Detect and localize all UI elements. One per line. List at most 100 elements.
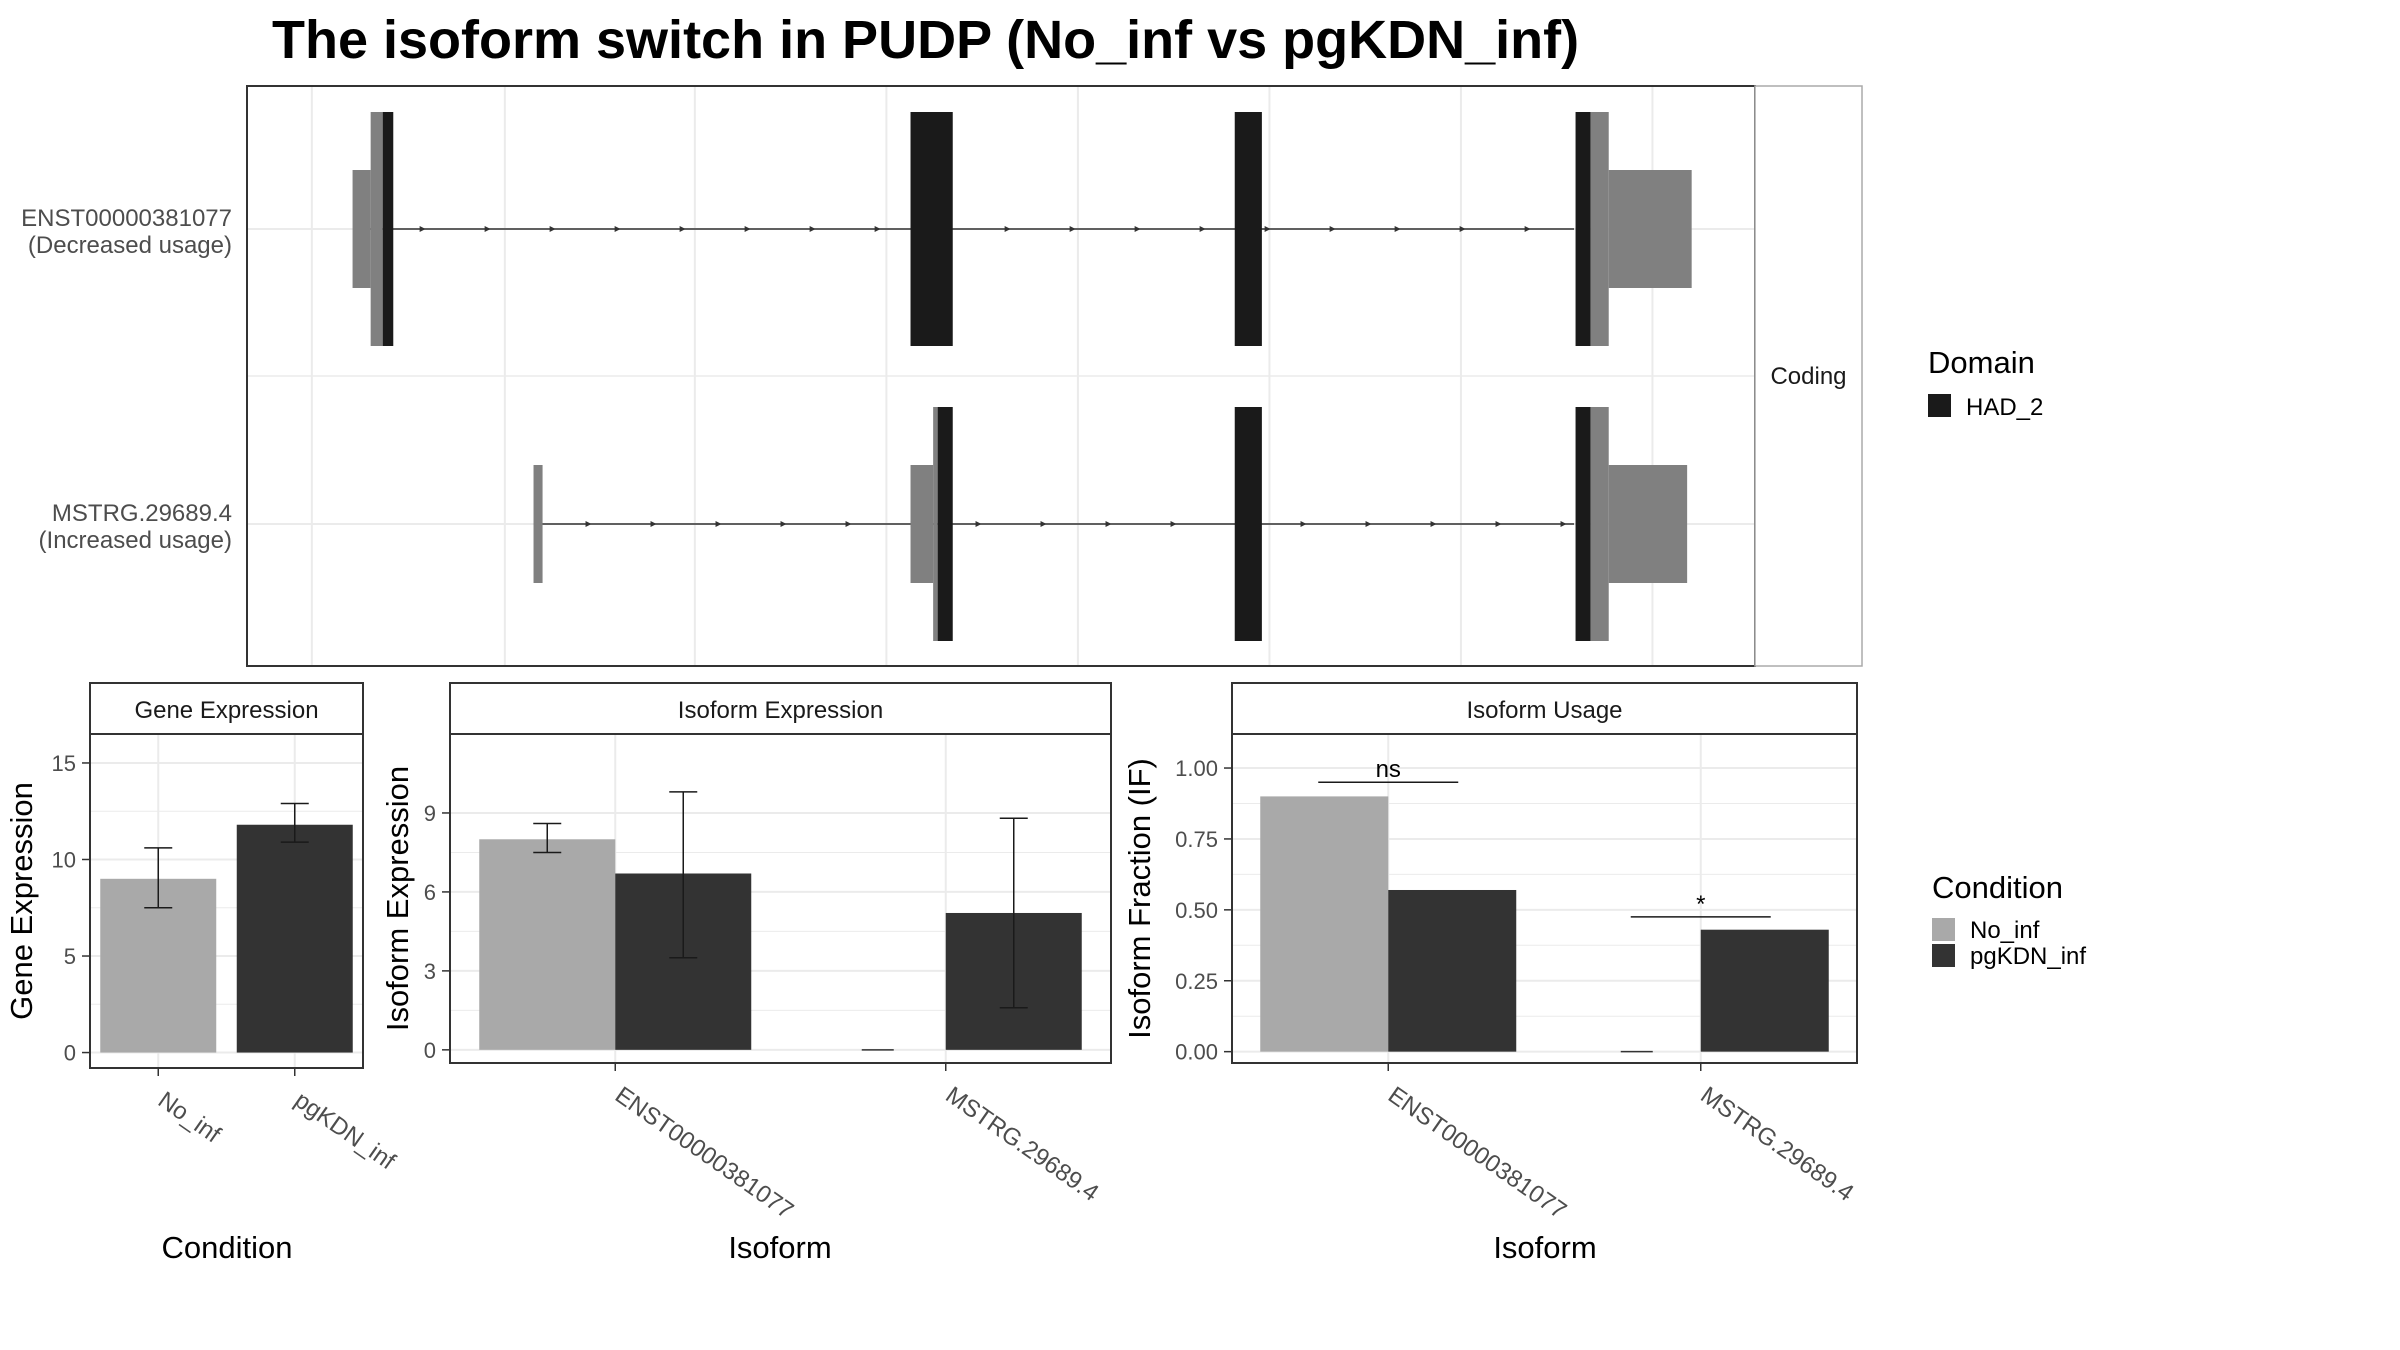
intron-arrow-icon <box>1004 226 1011 232</box>
intron-arrow-icon <box>1560 521 1567 527</box>
intron-arrow-icon <box>1524 226 1531 232</box>
bar <box>236 824 353 1053</box>
condition-legend-title: Condition <box>1932 870 2063 905</box>
exon-block <box>1590 112 1609 346</box>
intron-arrow-icon <box>744 226 751 232</box>
intron-arrow-icon <box>585 521 592 527</box>
exon-block <box>352 170 371 288</box>
intron-arrow-icon <box>1040 521 1047 527</box>
transcript-label: MSTRG.29689.4 <box>52 500 232 527</box>
significance-annotation: * <box>1630 891 1771 918</box>
intron-arrow-icon <box>549 226 556 232</box>
facet-strip-label: Coding <box>1770 363 1846 390</box>
figure-title: The isoform switch in PUDP (No_inf vs pg… <box>272 10 1579 70</box>
transcript-sublabel: (Increased usage) <box>39 527 232 554</box>
exon-block <box>1590 407 1609 641</box>
error-bar <box>533 822 562 854</box>
facet-strip <box>1754 85 1863 667</box>
x-tick-label: pgKDN_inf <box>290 1087 401 1176</box>
significance-annotation: ns <box>1318 756 1459 783</box>
transcript-row <box>352 112 1692 346</box>
intron-arrow-icon <box>1495 521 1502 527</box>
bar <box>1700 929 1829 1052</box>
intron-arrow-icon <box>1199 226 1206 232</box>
facet-strip <box>89 682 364 735</box>
exon-block <box>933 407 938 641</box>
isoform-expression-panel: Isoform Expression 0 3 6 9 ENST00000381077 MST… <box>380 682 1112 1265</box>
error-bar <box>999 817 1028 1009</box>
y-tick-label: 3 <box>424 959 436 984</box>
y-tick-label: 0.75 <box>1175 827 1218 852</box>
isoform-usage-panel: ns * Isoform Usage 0.00 0.25 0.50 0.75 1.00 ENST… <box>1122 682 1859 1265</box>
y-tick-label: 1.00 <box>1175 756 1218 781</box>
significance-label: * <box>1696 891 1705 918</box>
intron-arrow-icon <box>484 226 491 232</box>
exon-block <box>1608 465 1688 583</box>
bar <box>479 839 616 1050</box>
x-tick-label: No_inf <box>153 1087 226 1149</box>
exon-block <box>1575 112 1591 346</box>
transcript-label: ENST00000381077 <box>21 205 232 232</box>
facet-strip-label: Isoform Expression <box>678 697 883 724</box>
y-tick-label: 15 <box>52 751 76 776</box>
error-bar <box>144 847 173 909</box>
y-tick-label: 6 <box>424 880 436 905</box>
error-bar <box>669 791 698 959</box>
exon-block <box>910 112 953 346</box>
domain-legend-label: HAD_2 <box>1966 394 2043 421</box>
exon-block <box>937 407 953 641</box>
domain-legend: Domain HAD_2 <box>1928 345 2043 421</box>
exon-block <box>1234 407 1262 641</box>
facet-strip <box>449 682 1112 735</box>
y-tick-label: 0 <box>424 1038 436 1063</box>
transcript-structure-panel: ENST00000381077(Decreased usage) MSTRG.29… <box>21 85 1863 667</box>
intron-arrow-icon <box>1105 521 1112 527</box>
y-axis-label: Isoform Fraction (IF) <box>1122 758 1157 1039</box>
y-tick-label: 0.25 <box>1175 969 1218 994</box>
exon-block <box>370 112 383 346</box>
intron-arrow-icon <box>1264 226 1271 232</box>
intron-arrow-icon <box>419 226 426 232</box>
intron-arrow-icon <box>1300 521 1307 527</box>
intron-arrow-icon <box>975 521 982 527</box>
bar <box>1388 889 1517 1052</box>
intron-arrow-icon <box>874 226 881 232</box>
intron-arrow-icon <box>679 226 686 232</box>
x-tick-label: ENST00000381077 <box>1383 1082 1571 1225</box>
exon-block <box>382 112 394 346</box>
intron-arrow-icon <box>809 226 816 232</box>
x-axis-label: Condition <box>162 1230 293 1265</box>
condition-legend-label: No_inf <box>1970 917 2040 944</box>
condition-legend-label: pgKDN_inf <box>1970 943 2086 970</box>
exon-block <box>1608 170 1692 288</box>
exon-block <box>1234 112 1262 346</box>
intron-arrow-icon <box>1394 226 1401 232</box>
bar <box>1260 796 1389 1052</box>
transcript-sublabel: (Decreased usage) <box>28 232 232 259</box>
exon-block <box>910 465 934 583</box>
intron-arrow-icon <box>1430 521 1437 527</box>
exon-block <box>533 465 543 583</box>
domain-legend-swatch <box>1928 394 1951 417</box>
facet-strip-label: Gene Expression <box>134 697 318 724</box>
intron-arrow-icon <box>715 521 722 527</box>
intron-arrow-icon <box>650 521 657 527</box>
y-tick-label: 5 <box>64 944 76 969</box>
error-bar <box>280 802 309 843</box>
intron-arrow-icon <box>1170 521 1177 527</box>
y-tick-label: 10 <box>52 847 76 872</box>
transcript-row <box>533 407 1688 641</box>
gene-expression-panel: Gene Expression 0 5 10 15 No_inf pgKDN_inf Gene… <box>4 682 401 1265</box>
intron-arrow-icon <box>780 521 787 527</box>
facet-strip-label: Isoform Usage <box>1466 697 1622 724</box>
domain-legend-title: Domain <box>1928 345 2035 380</box>
condition-legend-swatch <box>1932 944 1955 967</box>
intron-arrow-icon <box>1365 521 1372 527</box>
y-tick-label: 0.50 <box>1175 898 1218 923</box>
intron-arrow-icon <box>1329 226 1336 232</box>
x-tick-label: MSTRG.29689.4 <box>941 1082 1104 1207</box>
intron-arrow-icon <box>1134 226 1141 232</box>
y-axis-label: Isoform Expression <box>380 766 415 1031</box>
